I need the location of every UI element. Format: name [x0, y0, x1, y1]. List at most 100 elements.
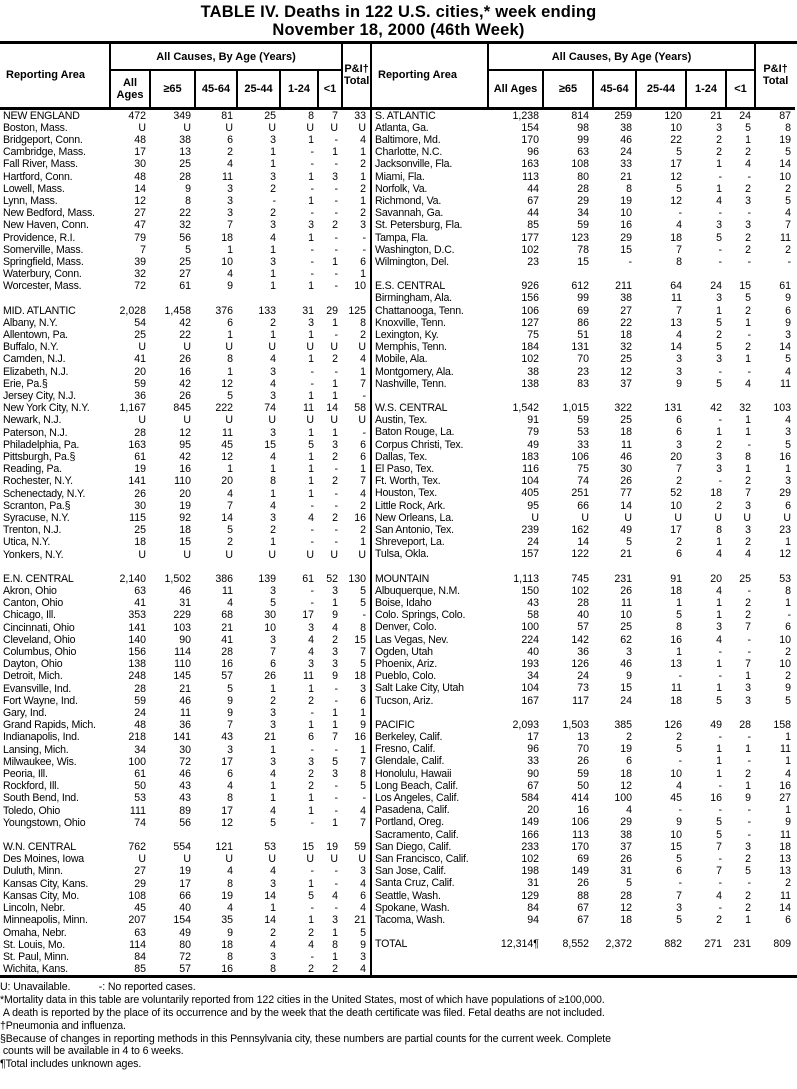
value-cell: 4	[745, 377, 752, 390]
value-cell: 43	[179, 780, 191, 793]
value-cell: U	[306, 414, 314, 427]
value-cell: 26	[577, 755, 589, 768]
column-header-pi-total: P&I† Total	[342, 44, 371, 110]
value-cell: 28	[620, 889, 632, 902]
value-cell: 6	[785, 621, 792, 634]
value-cell: 59	[577, 414, 589, 427]
column-header-45-64: 45-64	[593, 70, 637, 110]
value-cell: 1	[227, 365, 233, 378]
value-cell: 49	[620, 524, 632, 536]
value-cell: 7	[716, 865, 722, 878]
value-cell: 20	[221, 475, 233, 488]
value-cell: -	[334, 804, 339, 817]
value-cell: 70	[577, 743, 589, 756]
reporting-area-cell: Schenectady, N.Y.	[3, 487, 86, 500]
table-row: Richmond, Va. 67 29 19 12 4 3 5	[372, 195, 795, 207]
reporting-area-cell: St. Paul, Minn.	[3, 950, 69, 963]
table-row: San Jose, Calif. 198 149 31 6 7 5 13	[372, 865, 795, 877]
reporting-area-cell: Portland, Oreg.	[375, 816, 444, 829]
value-cell: 17	[670, 158, 682, 171]
value-cell: 4	[270, 865, 276, 878]
value-cell: 2	[227, 536, 233, 549]
value-cell: -	[334, 207, 339, 220]
value-cell: 6	[360, 889, 367, 902]
value-cell: 16	[354, 512, 367, 524]
value-cell: 1	[676, 597, 682, 610]
value-cell: 1	[308, 450, 314, 463]
table-row: Ft. Worth, Tex. 104 74 26 2 - 2 3	[372, 475, 795, 487]
value-cell: U	[358, 414, 367, 427]
value-cell: 8	[227, 792, 233, 805]
value-cell: 385	[614, 718, 632, 731]
value-cell: 1,542	[512, 401, 539, 414]
value-cell: U	[330, 414, 339, 427]
table-row: Phoenix, Ariz. 193 126 46 13 1 7 10	[372, 658, 795, 670]
value-cell: 414	[571, 792, 589, 805]
table-row: Reading, Pa. 19 16 1 1 1 - 1	[0, 463, 370, 475]
footnote-line: ¶Total includes unknown ages.	[0, 1058, 142, 1071]
value-cell: -	[334, 182, 339, 195]
value-cell: -	[334, 194, 339, 207]
value-cell: 67	[577, 901, 589, 914]
value-cell: 77	[620, 487, 632, 500]
value-cell: 3	[785, 475, 792, 488]
value-cell: 1	[227, 328, 233, 341]
table-row: Colo. Springs, Colo. 58 40 10 5 1 2 -	[372, 609, 795, 621]
value-cell: -	[310, 365, 314, 378]
value-cell: 1	[308, 719, 314, 732]
table-row: Sacramento, Calif. 166 113 38 10 5 - 11	[372, 829, 795, 841]
value-cell: 17	[221, 755, 233, 768]
value-cell: 23	[527, 255, 539, 268]
table-row: Birmingham, Ala. 156 99 38 11 3 5 9	[372, 292, 795, 304]
value-cell: 2	[676, 731, 682, 744]
value-cell: 1	[332, 255, 339, 268]
table-row: Portland, Oreg. 149 106 29 9 5 - 9	[372, 816, 795, 828]
value-cell: -	[747, 804, 752, 817]
value-cell: 3	[308, 658, 314, 671]
value-cell: 29	[779, 487, 792, 500]
value-cell: U	[581, 511, 589, 524]
section-gap	[372, 268, 795, 280]
value-cell: 32	[179, 219, 191, 232]
value-cell: 15	[354, 633, 367, 646]
value-cell: 111	[129, 804, 146, 817]
value-cell: 2	[332, 353, 339, 366]
value-cell: 9	[185, 182, 191, 195]
value-cell: 25	[134, 328, 146, 341]
value-cell: 6	[227, 316, 233, 329]
value-cell: -	[362, 609, 367, 622]
value-cell: 1	[270, 487, 276, 500]
value-cell: 28	[221, 646, 233, 659]
value-cell: 100	[521, 621, 539, 634]
value-cell: -	[718, 365, 722, 378]
deaths-table: Reporting Area All Causes, By Age (Years…	[0, 41, 797, 979]
value-cell: 4	[626, 804, 632, 817]
value-cell: 2	[676, 536, 682, 549]
value-cell: 9	[676, 377, 682, 390]
value-cell: 5	[716, 231, 722, 244]
value-cell: 46	[620, 133, 632, 146]
value-cell: -	[718, 207, 722, 220]
reporting-area-cell: Camden, N.J.	[3, 353, 66, 366]
value-cell: 1	[308, 463, 314, 476]
value-cell: 1	[716, 658, 722, 671]
reporting-area-cell: Worcester, Mass.	[3, 280, 82, 293]
value-cell: 4	[360, 963, 367, 976]
value-cell: 61	[179, 280, 191, 293]
left-table-body: NEW ENGLAND 472 349 81 25 8 7 33 Boston, Mass. U U…	[0, 108, 370, 976]
value-cell: 2	[745, 536, 752, 549]
value-cell: 10	[670, 767, 682, 780]
value-cell: 103	[173, 621, 191, 634]
value-cell: 142	[571, 633, 589, 646]
value-cell: 20	[527, 804, 539, 817]
reporting-area-cell: Evansville, Ind.	[3, 682, 72, 695]
value-cell: 5	[785, 146, 792, 159]
value-cell: 1	[716, 182, 722, 195]
value-cell: 1	[270, 158, 276, 171]
value-cell: 92	[179, 512, 191, 524]
value-cell: 3	[270, 512, 276, 524]
value-cell: 8	[360, 768, 367, 781]
value-cell: 33	[527, 755, 539, 768]
value-cell: 15	[620, 682, 632, 695]
value-cell: U	[358, 121, 367, 134]
